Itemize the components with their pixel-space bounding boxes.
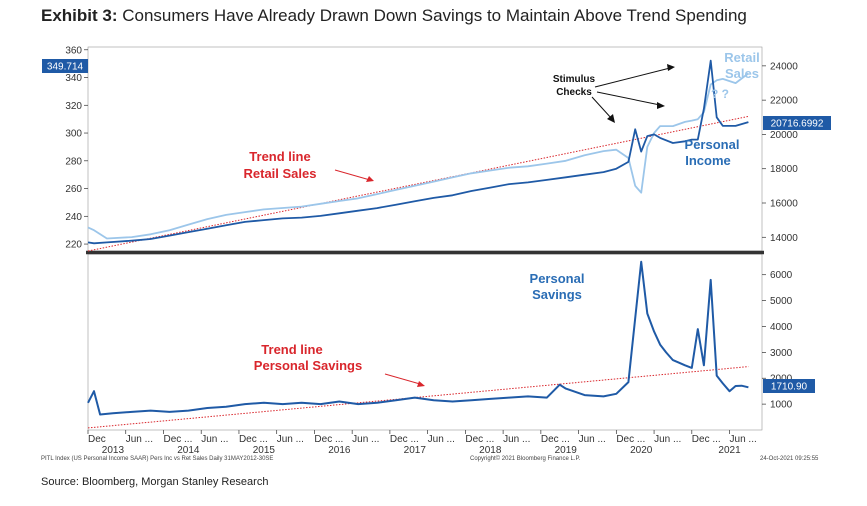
savings-trend-label: Personal Savings	[254, 358, 362, 373]
stimulus-arrowhead-3	[607, 114, 615, 123]
footer-copyright: Copyright© 2021 Bloomberg Finance L.P.	[470, 456, 581, 462]
x-axis-year-label: 2018	[479, 445, 502, 456]
personal-income-line	[87, 59, 749, 245]
x-axis-tick-label: Dec ...	[541, 434, 570, 445]
x-axis-tick-label: Jun ...	[428, 434, 455, 445]
stimulus-arrow-1	[594, 67, 671, 88]
x-axis-tick-label: Dec ...	[239, 434, 268, 445]
x-axis-tick-label: Dec	[88, 434, 106, 445]
right-axis-tick-label: 16000	[770, 199, 798, 210]
personal-income-last-value-tag: 20716.6992	[771, 119, 824, 130]
x-axis-year-label: 2013	[102, 445, 125, 456]
right-axis-tick-label: 18000	[770, 164, 798, 175]
top-panel-frame	[87, 46, 763, 252]
stimulus-arrowhead-1	[667, 64, 675, 71]
right-axis-tick-label: 22000	[770, 96, 798, 107]
retail-sales-trend-label: Retail Sales	[244, 166, 317, 181]
x-axis-tick-label: Jun ...	[352, 434, 379, 445]
savings-trend-arrowhead	[417, 381, 425, 387]
footer-ticker-note: PITL Index (US Personal Income SAAR) Per…	[41, 456, 274, 462]
left-axis-tick-label: 320	[65, 101, 82, 112]
x-axis-tick-label: Jun ...	[579, 434, 606, 445]
right-axis-tick-label: 6000	[770, 270, 793, 281]
footer-timestamp: 24-Oct-2021 09:25:55	[760, 456, 819, 462]
x-axis-year-label: 2017	[404, 445, 427, 456]
exhibit-label: Exhibit 3:	[41, 6, 118, 25]
retail-series-label: Retail	[724, 50, 759, 65]
x-axis-tick-label: Dec ...	[465, 434, 494, 445]
x-axis-tick-label: Dec ...	[692, 434, 721, 445]
personal-savings-line	[87, 260, 749, 416]
retail-sales-line	[87, 72, 749, 240]
left-axis-tick-label: 360	[65, 45, 82, 56]
x-axis-tick-label: Jun ...	[503, 434, 530, 445]
left-axis-tick-label: 280	[65, 156, 82, 167]
income-series-label-2: Income	[685, 153, 731, 168]
savings-series-label-2: Savings	[532, 287, 582, 302]
left-axis-tick-label: 300	[65, 129, 82, 140]
personal-income-last-value-tag-bg	[763, 116, 831, 130]
trend-arrow	[334, 169, 371, 181]
trend-arrowhead	[366, 176, 374, 182]
x-axis-tick-label: Dec ...	[314, 434, 343, 445]
trend-line-label: Trend line	[249, 149, 310, 164]
retail-sales-trend-line	[87, 115, 749, 252]
x-axis-tick-label: Dec ...	[390, 434, 419, 445]
left-axis-tick-label: 260	[65, 184, 82, 195]
title-text: Consumers Have Already Drawn Down Saving…	[122, 6, 747, 25]
retail-series-label-2: Sales	[725, 66, 759, 81]
x-axis-year-label: 2019	[555, 445, 578, 456]
x-axis-tick-label: Dec ...	[616, 434, 645, 445]
question-marks: ? ?	[711, 87, 729, 101]
x-axis-tick-label: Jun ...	[277, 434, 304, 445]
right-axis-tick-label: 3000	[770, 348, 793, 359]
income-series-label: Personal	[685, 137, 740, 152]
x-axis-tick-label: Jun ...	[730, 434, 757, 445]
right-axis-tick-label: 5000	[770, 296, 793, 307]
retail-sales-last-value-tag-bg	[42, 59, 88, 73]
source-note: Source: Bloomberg, Morgan Stanley Resear…	[41, 476, 269, 488]
left-axis-tick-label: 340	[65, 73, 82, 84]
stimulus-arrow-2	[596, 91, 661, 106]
x-axis-year-label: 2020	[630, 445, 653, 456]
x-axis-tick-label: Jun ...	[654, 434, 681, 445]
stimulus-label: Stimulus	[553, 74, 596, 85]
x-axis-year-label: 2014	[177, 445, 200, 456]
savings-trend-arrow	[384, 373, 421, 385]
x-axis-tick-label: Jun ...	[201, 434, 228, 445]
personal-savings-last-value-tag: 1710.90	[771, 382, 808, 393]
chart-title: Exhibit 3: Consumers Have Already Drawn …	[41, 6, 747, 26]
personal-savings-last-value-tag-bg	[763, 379, 815, 393]
right-axis-tick-label: 1000	[770, 400, 793, 411]
stimulus-arrowhead-2	[657, 102, 665, 109]
right-axis-tick-label: 14000	[770, 233, 798, 244]
checks-label: Checks	[556, 87, 592, 98]
left-axis-tick-label: 220	[65, 240, 82, 251]
right-axis-tick-label: 4000	[770, 322, 793, 333]
x-axis-year-label: 2016	[328, 445, 351, 456]
right-axis-tick-label: 20000	[770, 130, 798, 141]
x-axis-year-label: 2015	[253, 445, 276, 456]
x-axis-tick-label: Dec ...	[163, 434, 192, 445]
savings-trend-line-label: Trend line	[261, 342, 322, 357]
stimulus-arrow-3	[591, 96, 613, 120]
right-axis-tick-label: 24000	[770, 61, 798, 72]
x-axis-year-label: 2021	[718, 445, 741, 456]
x-axis-tick-label: Jun ...	[126, 434, 153, 445]
left-axis-tick-label: 240	[65, 212, 82, 223]
retail-sales-last-value-tag: 349.714	[47, 62, 84, 73]
savings-trend-line	[87, 366, 749, 429]
savings-series-label: Personal	[530, 271, 585, 286]
bottom-panel-frame	[87, 253, 763, 431]
